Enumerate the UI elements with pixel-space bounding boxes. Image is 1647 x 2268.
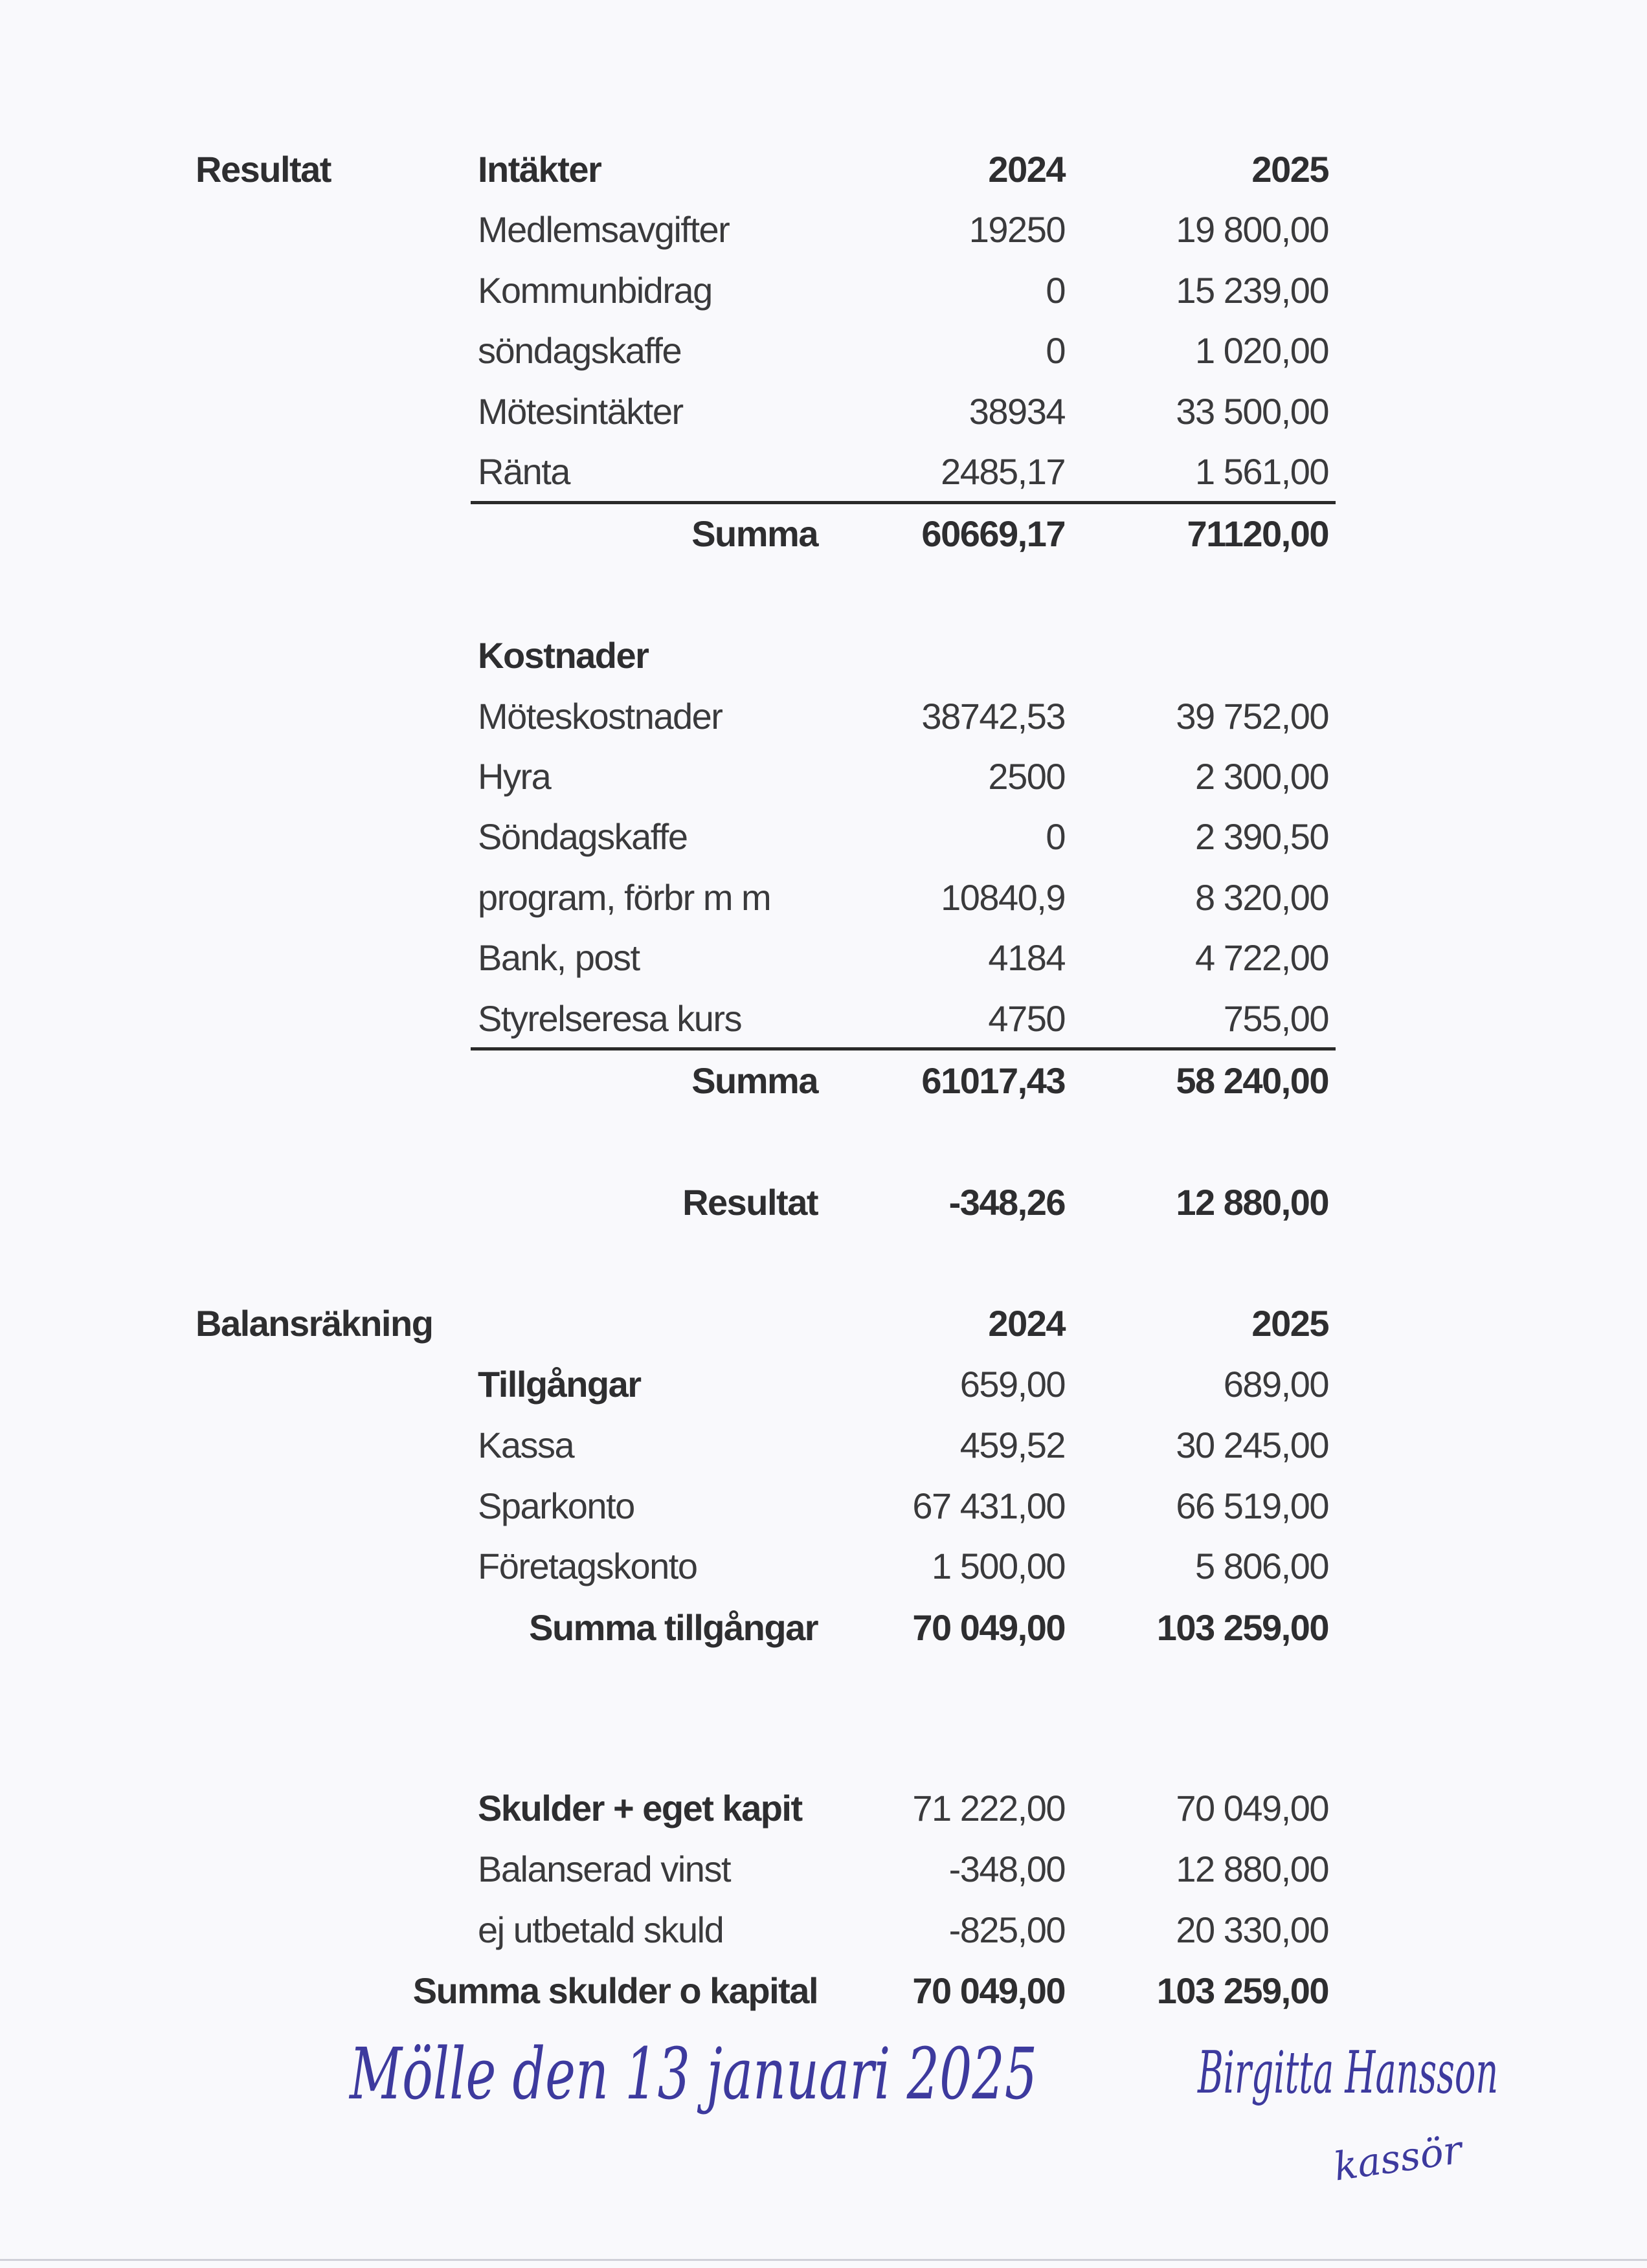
group-header: Tillgångar — [478, 1364, 642, 1405]
value-2025: 58 240,00 — [1176, 1060, 1329, 1101]
row-label: Hyra — [478, 756, 552, 797]
row-label: Mötesintäkter — [478, 391, 684, 432]
value-2024: 459,52 — [959, 1425, 1066, 1465]
page-edge — [0, 2259, 1647, 2261]
value-2024: 38934 — [969, 391, 1066, 432]
value-2025: 12 880,00 — [1176, 1182, 1329, 1223]
row-label: Medlemsavgifter — [478, 209, 730, 250]
group-header: Kostnader — [478, 635, 649, 676]
value-2024: 4184 — [988, 937, 1066, 978]
value-2025: 755,00 — [1223, 998, 1330, 1039]
value-2024: 70 049,00 — [912, 1970, 1066, 2011]
value-2024: 67 431,00 — [912, 1485, 1066, 1526]
value-2025: 2 300,00 — [1195, 756, 1329, 797]
group-header: Intäkter — [478, 149, 602, 190]
section-title: Resultat — [196, 149, 331, 190]
row-label: söndagskaffe — [478, 330, 682, 371]
value-2025: 71120,00 — [1187, 513, 1330, 554]
income-sum-rule — [471, 501, 1336, 504]
row-label: Balanserad vinst — [478, 1849, 732, 1889]
value-2025: 2025 — [1251, 149, 1329, 190]
row-label: Bank, post — [478, 937, 640, 978]
section-title: Balansräkning — [196, 1303, 434, 1344]
value-2024: 2485,17 — [941, 451, 1066, 492]
row-label: Möteskostnader — [478, 696, 723, 737]
value-2024: -348,00 — [948, 1849, 1066, 1889]
value-2025: 33 500,00 — [1176, 391, 1329, 432]
row-label: Söndagskaffe — [478, 816, 688, 857]
value-2024: 4750 — [988, 998, 1066, 1039]
sum-label: Resultat — [682, 1182, 818, 1223]
value-2024: 71 222,00 — [912, 1788, 1066, 1829]
value-2024: 2024 — [988, 1303, 1066, 1344]
cost-sum-rule — [471, 1047, 1336, 1051]
row-label: Kommunbidrag — [478, 270, 713, 311]
row-label: program, förbr m m — [478, 877, 772, 918]
value-2025: 30 245,00 — [1176, 1425, 1329, 1465]
value-2024: 659,00 — [959, 1364, 1066, 1405]
row-label: Styrelseresa kurs — [478, 998, 743, 1039]
value-2025: 1 561,00 — [1195, 451, 1329, 492]
value-2025: 4 722,00 — [1195, 937, 1329, 978]
sum-label: Summa — [691, 1060, 818, 1101]
value-2024: 60669,17 — [921, 513, 1066, 554]
signature-title: kassör — [1331, 2127, 1465, 2190]
value-2024: 0 — [1046, 330, 1066, 371]
value-2024: -825,00 — [948, 1909, 1066, 1950]
sum-label: Summa tillgångar — [529, 1607, 818, 1648]
value-2024: 0 — [1046, 270, 1066, 311]
value-2024: 38742,53 — [921, 696, 1066, 737]
signature-name: Birgitta Hansson — [1198, 2039, 1499, 2107]
value-2025: 15 239,00 — [1176, 270, 1329, 311]
signature-place-date: Mölle den 13 januari 2025 — [350, 2032, 1038, 2115]
row-label: Sparkonto — [478, 1485, 635, 1526]
value-2025: 39 752,00 — [1176, 696, 1329, 737]
value-2025: 2025 — [1251, 1303, 1329, 1344]
value-2025: 20 330,00 — [1176, 1909, 1329, 1950]
group-header: Skulder + eget kapit — [478, 1788, 803, 1829]
row-label: ej utbetald skuld — [478, 1909, 724, 1950]
value-2024: 2500 — [988, 756, 1066, 797]
value-2024: 70 049,00 — [912, 1607, 1066, 1648]
row-label: Kassa — [478, 1425, 575, 1465]
value-2024: 2024 — [988, 149, 1066, 190]
value-2025: 66 519,00 — [1176, 1485, 1329, 1526]
row-label: Företagskonto — [478, 1546, 698, 1586]
value-2025: 1 020,00 — [1195, 330, 1329, 371]
value-2025: 12 880,00 — [1176, 1849, 1329, 1889]
value-2025: 689,00 — [1223, 1364, 1330, 1405]
value-2024: 0 — [1046, 816, 1066, 857]
value-2024: 1 500,00 — [932, 1546, 1066, 1586]
sum-label: Summa skulder o kapital — [412, 1970, 819, 2011]
value-2024: 10840,9 — [941, 877, 1066, 918]
value-2025: 5 806,00 — [1195, 1546, 1329, 1586]
value-2025: 19 800,00 — [1176, 209, 1329, 250]
sum-label: Summa — [691, 513, 818, 554]
value-2025: 2 390,50 — [1195, 816, 1329, 857]
value-2025: 103 259,00 — [1156, 1607, 1330, 1648]
value-2025: 70 049,00 — [1176, 1788, 1329, 1829]
value-2025: 103 259,00 — [1156, 1970, 1330, 2011]
row-label: Ränta — [478, 451, 570, 492]
value-2024: 19250 — [969, 209, 1066, 250]
value-2024: -348,26 — [948, 1182, 1066, 1223]
value-2024: 61017,43 — [921, 1060, 1066, 1101]
value-2025: 8 320,00 — [1195, 877, 1329, 918]
